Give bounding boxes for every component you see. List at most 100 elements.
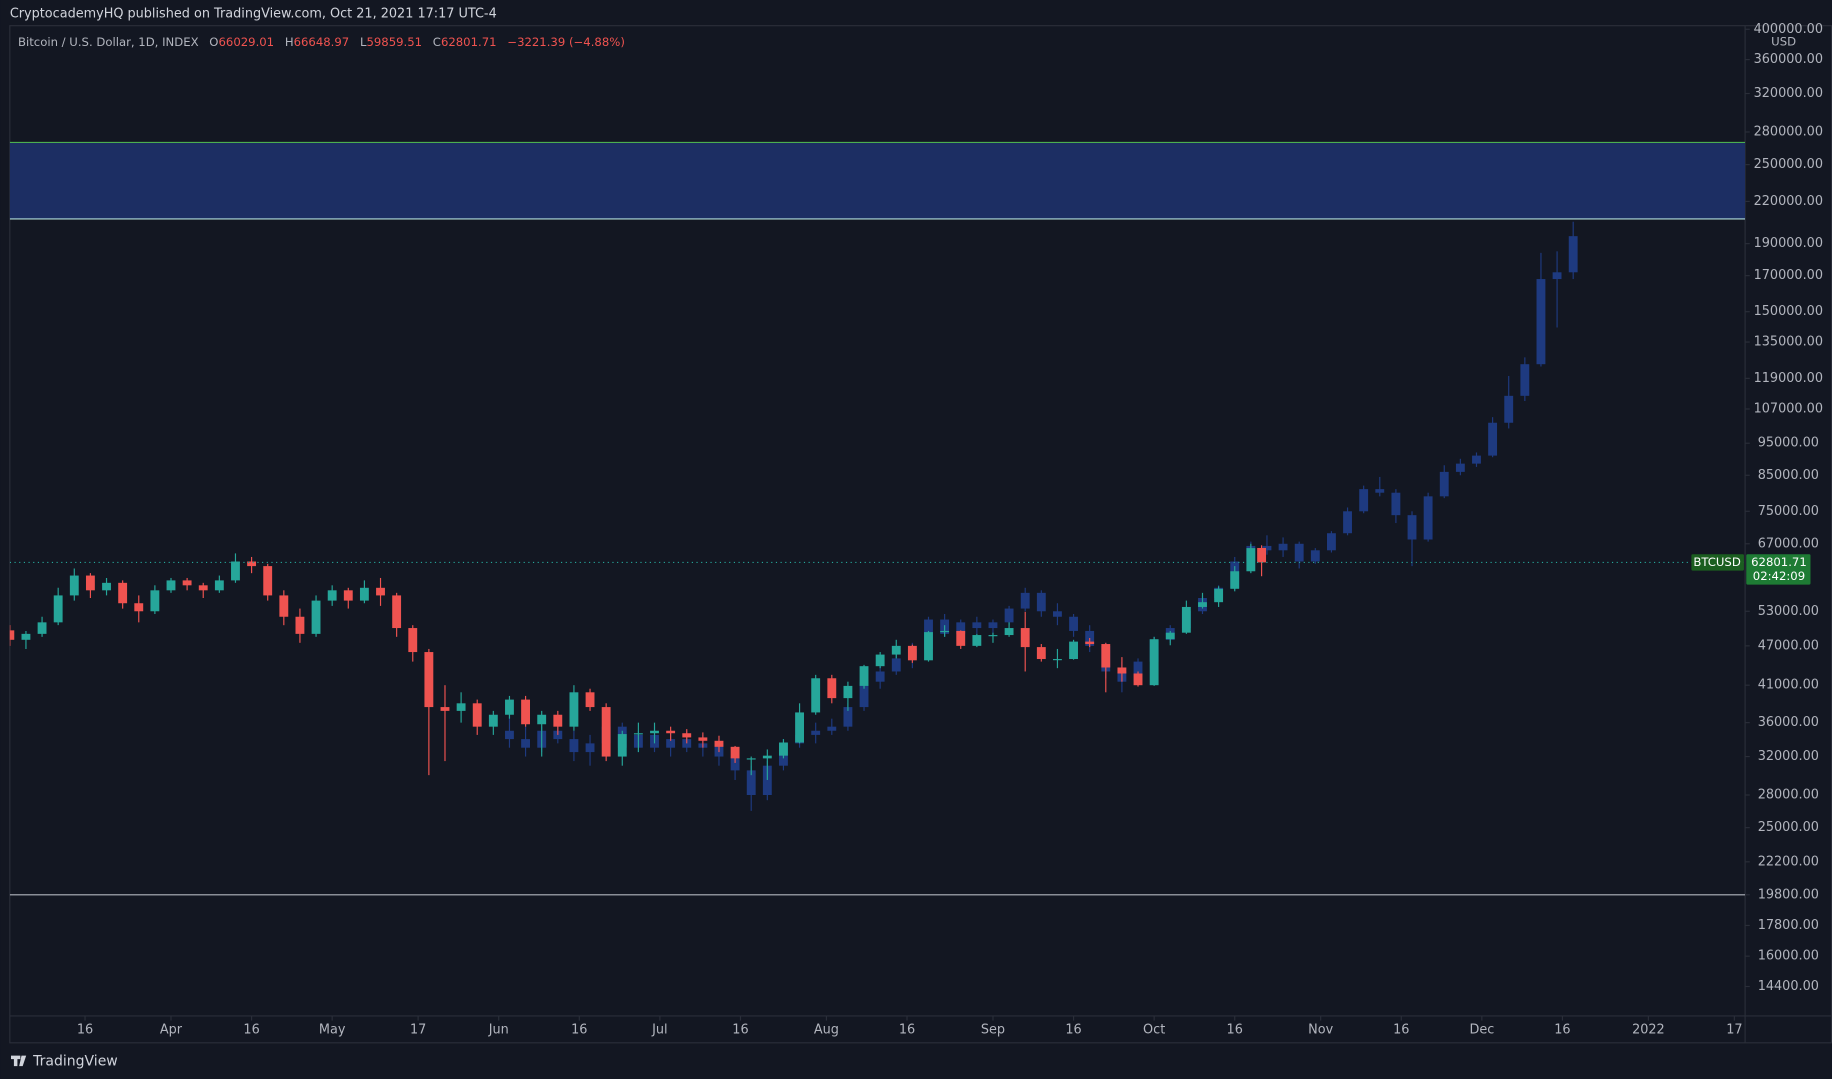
legend-title: Bitcoin / U.S. Dollar, 1D, INDEX — [18, 35, 199, 49]
candle-body — [762, 765, 772, 796]
candle-body — [1278, 543, 1288, 551]
candle-body — [553, 730, 563, 740]
candle-body — [134, 603, 144, 612]
candle-body — [440, 707, 450, 711]
x-tick-label: 16 — [77, 1022, 93, 1037]
candle-body — [1165, 632, 1175, 640]
candle-body — [875, 671, 885, 682]
candle-body — [1488, 422, 1498, 456]
candle-body — [1455, 463, 1465, 472]
legend-change: −3221.39 (−4.88%) — [507, 35, 625, 49]
legend-key: L — [360, 35, 367, 49]
x-tick-label: 16 — [1393, 1022, 1409, 1037]
candle-body — [859, 681, 869, 708]
candle-body — [1069, 641, 1078, 660]
y-tick-label: 47000.00 — [1758, 638, 1819, 653]
candle-body — [1036, 647, 1046, 660]
x-tick-label: Apr — [160, 1022, 183, 1037]
y-tick-label: 119000.00 — [1754, 371, 1823, 386]
candle-body — [1004, 608, 1014, 623]
candle-body — [1343, 511, 1352, 534]
candle-body — [1133, 673, 1143, 686]
candle-body — [811, 678, 821, 713]
candle-body — [682, 739, 692, 748]
candle-body — [21, 633, 31, 640]
candle-body — [1568, 236, 1578, 273]
axis-unit: USD — [1771, 35, 1796, 49]
candle-body — [521, 699, 531, 725]
candle-body — [553, 714, 563, 727]
x-tick-label: 2022 — [1632, 1022, 1665, 1037]
x-tick-label: 16 — [1065, 1022, 1081, 1037]
y-tick-label: 360000.00 — [1754, 52, 1823, 67]
symbol-tag — [1691, 554, 1744, 571]
x-tick-label: 16 — [732, 1022, 748, 1037]
x-tick-label: 16 — [1227, 1022, 1243, 1037]
candle-body — [1423, 496, 1433, 540]
legend-close: 62801.71 — [441, 35, 497, 49]
footer-brand: TradingView — [32, 1053, 118, 1069]
candle-body — [1294, 543, 1304, 562]
candle-body — [633, 733, 643, 735]
candle-body — [1020, 592, 1030, 609]
candle-body — [1117, 667, 1127, 674]
legend-key: O — [209, 35, 218, 49]
legend-low: 59859.51 — [366, 35, 422, 49]
candle-body — [182, 580, 192, 586]
candle-body — [940, 630, 950, 633]
x-tick-label: 16 — [1554, 1022, 1570, 1037]
y-tick-label: 53000.00 — [1758, 604, 1819, 619]
candle-body — [972, 622, 982, 629]
x-tick-label: Dec — [1469, 1022, 1494, 1037]
target-zone — [9, 142, 1746, 219]
candle-body — [198, 585, 208, 591]
candle-body — [1520, 364, 1530, 396]
candle-body — [1536, 279, 1546, 365]
candle-body — [214, 580, 224, 591]
y-tick-label: 22200.00 — [1758, 854, 1819, 869]
x-tick-label: 16 — [243, 1022, 259, 1037]
candle-body — [988, 635, 998, 637]
y-tick-label: 250000.00 — [1754, 157, 1823, 172]
candle-body — [1391, 492, 1401, 516]
legend-key: C — [433, 35, 441, 49]
candle-body — [1230, 571, 1240, 589]
candle-body — [85, 575, 95, 591]
y-tick-label: 170000.00 — [1754, 268, 1823, 283]
candle-body — [650, 730, 659, 734]
candle-body — [585, 692, 595, 708]
candle-body — [376, 587, 385, 596]
candle-body — [1504, 395, 1514, 423]
candle-body — [1181, 606, 1191, 633]
x-tick-label: 16 — [899, 1022, 915, 1037]
y-tick-label: 107000.00 — [1754, 401, 1823, 416]
candle-body — [521, 739, 531, 748]
candle-body — [1472, 455, 1481, 464]
candle-body — [891, 645, 901, 655]
candle-body — [1359, 489, 1369, 512]
y-tick-label: 320000.00 — [1754, 86, 1823, 101]
candle-body — [875, 654, 885, 667]
candle-body — [9, 630, 15, 640]
y-tick-label: 19800.00 — [1758, 887, 1819, 902]
candle-body — [1053, 611, 1062, 617]
x-tick-label: May — [319, 1022, 346, 1037]
candle-body — [488, 714, 498, 727]
candle-body — [972, 635, 982, 646]
candle-body — [456, 703, 466, 711]
candle-body — [569, 739, 579, 753]
y-tick-label: 280000.00 — [1754, 124, 1823, 139]
candle-body — [859, 666, 869, 686]
y-tick-label: 36000.00 — [1758, 715, 1819, 730]
x-tick-label: Nov — [1308, 1022, 1333, 1037]
candle-body — [1439, 471, 1449, 497]
y-tick-label: 16000.00 — [1758, 949, 1819, 964]
candle-body — [1262, 545, 1272, 551]
candle-body — [263, 566, 273, 596]
candle-body — [1310, 550, 1320, 562]
candle-body — [956, 622, 966, 634]
candle-body — [956, 630, 966, 646]
y-tick-label: 32000.00 — [1758, 749, 1819, 764]
candle-body — [811, 730, 821, 735]
